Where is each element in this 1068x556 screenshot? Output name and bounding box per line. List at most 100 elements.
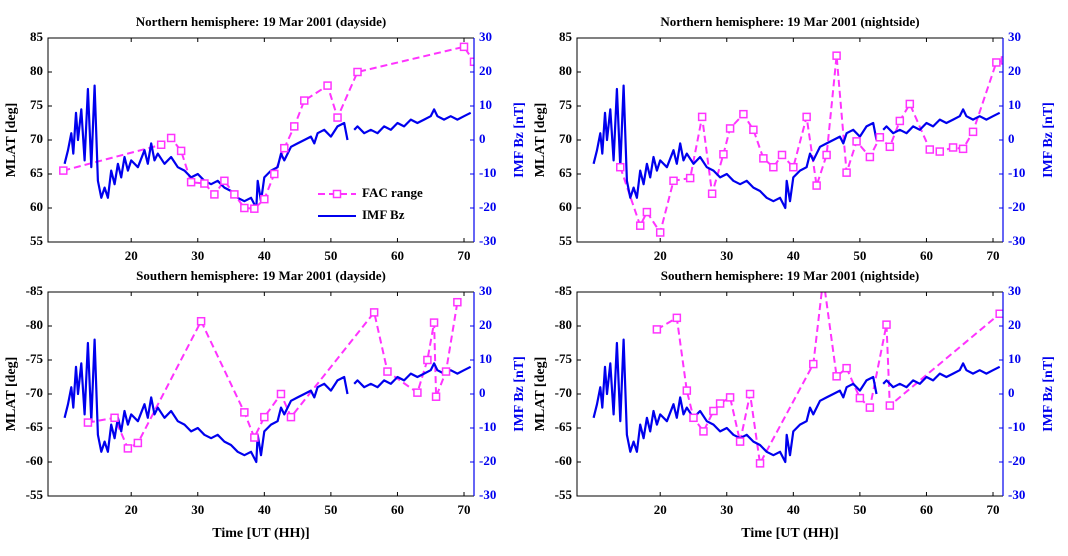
data-point: [769, 162, 778, 172]
y-tick-label: 70: [559, 131, 572, 146]
data-point: [725, 393, 735, 402]
y2-tick-label: -10: [479, 165, 496, 180]
data-point: [59, 166, 68, 175]
data-point: [749, 125, 758, 135]
plot-area: [592, 51, 1003, 237]
y2-tick-label: 30: [479, 29, 492, 44]
y-tick-label: -75: [26, 351, 44, 366]
panel: Southern hemisphere: 19 Mar 2001 (daysid…: [4, 268, 527, 541]
data-point: [719, 150, 728, 159]
data-point: [240, 408, 249, 417]
x-tick-label: 70: [458, 502, 471, 517]
y2-tick-label: 0: [479, 385, 486, 400]
data-point: [739, 109, 748, 119]
data-point: [707, 189, 717, 198]
data-point: [459, 42, 469, 52]
y-tick-label: -55: [26, 487, 44, 502]
data-point: [852, 137, 861, 146]
data-point: [652, 325, 662, 334]
data-point: [323, 81, 332, 90]
data-point: [755, 459, 765, 468]
legend-box: [312, 180, 462, 230]
data-point: [133, 438, 143, 448]
data-point: [875, 133, 885, 142]
axes-frame: [576, 37, 1003, 243]
data-point: [822, 150, 831, 160]
y2-tick-label: 30: [479, 283, 492, 298]
series-line: [619, 54, 1003, 234]
data-point: [286, 412, 296, 422]
x-tick-label: 50: [324, 502, 337, 517]
y-axis-label: MLAT [deg]: [4, 357, 19, 432]
data-point: [176, 146, 186, 156]
x-tick-label: 30: [191, 248, 204, 263]
x-tick-label: 30: [720, 502, 733, 517]
data-point: [759, 154, 768, 163]
y2-tick-label: 0: [479, 131, 486, 146]
y2-tick-label: -20: [479, 199, 496, 214]
panel: Northern hemisphere: 19 Mar 2001 (nights…: [533, 14, 1056, 263]
data-point: [699, 427, 708, 436]
y2-axis-label: IMF Bz [nT]: [512, 356, 527, 432]
y2-tick-label: 10: [479, 351, 492, 366]
data-point: [250, 204, 259, 213]
x-tick-label: 50: [324, 248, 337, 263]
data-point: [469, 57, 474, 67]
y-tick-label: -70: [26, 385, 43, 400]
data-point: [777, 150, 787, 160]
x-tick-label: 20: [654, 502, 667, 517]
legend: FAC range IMF Bz: [312, 180, 462, 230]
plot-area: [59, 42, 474, 213]
data-point: [735, 437, 745, 446]
axes-frame: [47, 291, 474, 497]
data-point: [333, 113, 342, 122]
data-point: [369, 308, 379, 317]
y-tick-label: 80: [559, 63, 572, 78]
data-point: [895, 116, 905, 126]
x-tick-label: 60: [391, 502, 404, 517]
y2-tick-label: -30: [479, 233, 496, 248]
data-point: [885, 401, 895, 410]
x-tick-label: 40: [258, 248, 271, 263]
data-point: [802, 112, 811, 122]
data-point: [689, 413, 698, 423]
data-point: [715, 399, 725, 408]
y-tick-label: 85: [559, 29, 573, 44]
axes-frame: [47, 37, 474, 243]
data-point: [672, 313, 682, 323]
y2-axis-label: IMF Bz [nT]: [1041, 102, 1056, 178]
data-point: [280, 143, 289, 153]
data-point: [441, 367, 451, 376]
series-line: [63, 84, 472, 210]
x-tick-label: 20: [125, 248, 138, 263]
data-point: [210, 190, 219, 199]
y2-tick-label: -30: [1008, 487, 1025, 502]
data-point: [697, 112, 707, 122]
y-tick-label: -85: [26, 283, 44, 298]
panel: Northern hemisphere: 19 Mar 2001 (daysid…: [4, 14, 527, 263]
data-point: [290, 122, 299, 131]
y-tick-label: -65: [26, 419, 44, 434]
data-point: [725, 124, 735, 133]
y-tick-label: -70: [555, 385, 572, 400]
y-axis-label: MLAT [deg]: [533, 103, 548, 178]
data-point: [958, 144, 968, 154]
x-tick-label: 30: [720, 248, 733, 263]
x-tick-label: 40: [787, 248, 800, 263]
y2-axis-label: IMF Bz [nT]: [1041, 356, 1056, 432]
data-point: [935, 147, 945, 156]
plot-area: [592, 292, 1003, 468]
y2-tick-label: 20: [1008, 63, 1021, 78]
y2-tick-label: -20: [1008, 453, 1025, 468]
data-point: [832, 51, 841, 60]
y2-tick-label: 10: [1008, 351, 1021, 366]
y-tick-label: 75: [30, 97, 44, 112]
data-point: [635, 221, 645, 230]
series-line: [63, 45, 474, 210]
data-point: [809, 359, 818, 369]
data-point: [413, 388, 422, 397]
data-point: [855, 393, 865, 403]
x-tick-label: 20: [125, 502, 138, 517]
y-tick-label: 60: [30, 199, 43, 214]
data-point: [882, 320, 891, 329]
